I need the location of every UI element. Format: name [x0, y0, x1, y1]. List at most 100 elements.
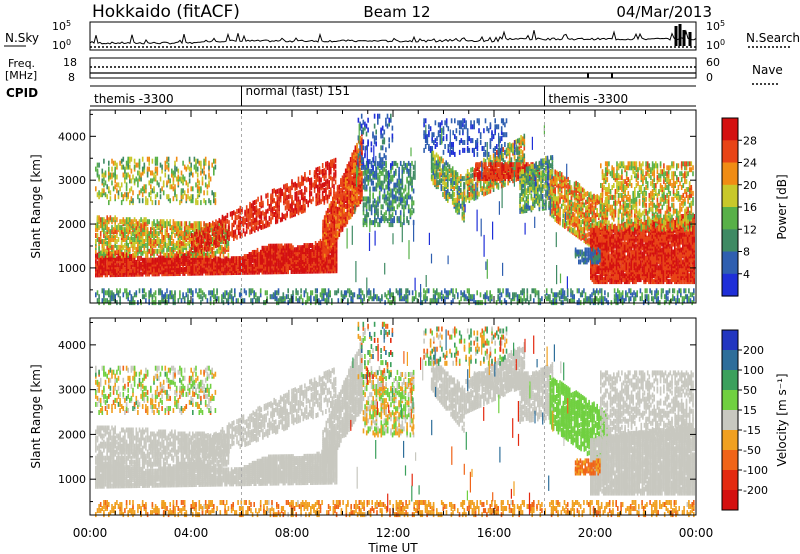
echo-cell [174, 253, 176, 259]
echo-cell [260, 195, 263, 201]
echo-cell [140, 255, 142, 261]
echo-cell [268, 243, 270, 249]
echo-cell [383, 160, 386, 166]
echo-cell [412, 164, 415, 170]
echo-cell [364, 196, 366, 202]
echo-cell [489, 154, 492, 160]
echo-cell [323, 215, 326, 221]
echo-cell [386, 196, 389, 202]
echo-cell [396, 162, 399, 168]
echo-cell [258, 202, 261, 207]
echo-cell [395, 210, 397, 216]
echo-cell [374, 186, 376, 192]
echo-cell [137, 221, 139, 227]
echo-cell [194, 245, 196, 251]
echo-cell [404, 194, 407, 200]
echo-cell [206, 190, 209, 196]
echo-cell [315, 193, 317, 199]
echo-cell [443, 172, 446, 178]
echo-cell [245, 259, 247, 265]
echo-cell [411, 196, 413, 202]
echo-cell [330, 201, 332, 207]
echo-cell [120, 272, 123, 277]
echo-cell [195, 182, 197, 188]
echo-cell [141, 250, 144, 256]
echo-cell [162, 190, 165, 196]
echo-cell [360, 129, 363, 135]
echo-cell [95, 166, 97, 172]
echo-cell [200, 248, 203, 254]
echo-cell [276, 194, 279, 200]
echo-cell [381, 125, 384, 131]
echo-cell [300, 245, 302, 251]
echo-cell [399, 210, 402, 216]
echo-cell [364, 202, 366, 208]
echo-cell [116, 174, 118, 180]
echo-cell [129, 164, 131, 170]
echo-cell [122, 172, 125, 178]
echo-cell [201, 252, 204, 258]
echo-cell [461, 211, 464, 217]
echo-cell [447, 168, 449, 174]
echo-cell [274, 247, 276, 253]
echo-cell [109, 196, 112, 202]
echo-cell [341, 175, 344, 181]
echo-cell [138, 190, 141, 196]
echo-cell [404, 184, 407, 190]
echo-cell [216, 220, 219, 226]
echo-cell [399, 186, 402, 192]
echo-cell [218, 218, 221, 224]
echo-cell [143, 269, 146, 275]
echo-cell [370, 178, 373, 184]
echo-cell [140, 223, 142, 229]
echo-cell [213, 158, 215, 164]
echo-cell [245, 254, 247, 259]
echo-cell [138, 170, 141, 176]
echo-cell [99, 231, 102, 237]
echo-cell [440, 178, 443, 184]
echo-cell [140, 172, 142, 178]
echo-cell [183, 164, 186, 170]
echo-cell [169, 219, 171, 225]
echo-cell [502, 153, 505, 158]
echo-cell [311, 243, 314, 248]
echo-cell [375, 182, 378, 188]
echo-cell [137, 178, 139, 184]
echo-cell [445, 182, 447, 188]
echo-cell [187, 225, 189, 231]
echo-cell [140, 217, 142, 223]
echo-cell [520, 148, 522, 154]
echo-cell [380, 216, 383, 222]
echo-cell [120, 219, 123, 225]
noise-series [89, 24, 697, 48]
echo-cell [111, 166, 113, 172]
echo-cell [143, 217, 146, 223]
noise-tick-right-bottom: 100 [706, 38, 725, 52]
echo-cell [172, 186, 175, 192]
echo-cell [213, 239, 216, 245]
echo-cell [362, 196, 365, 202]
echo-cell [171, 184, 173, 190]
echo-cell [158, 231, 160, 237]
echo-cell [148, 166, 150, 172]
echo-cell [175, 176, 178, 182]
echo-cell [162, 263, 165, 269]
echo-cell [108, 235, 110, 240]
echo-cell [253, 249, 255, 255]
echo-cell [346, 164, 349, 169]
echo-cell [309, 178, 311, 183]
echo-cell [203, 241, 206, 247]
echo-cell [169, 198, 171, 204]
echo-cell [104, 262, 107, 268]
echo-cell [179, 261, 181, 267]
echo-cell [193, 221, 196, 227]
echo-cell [161, 255, 163, 261]
echo-cell [180, 176, 183, 182]
echo-cell [278, 188, 280, 194]
echo-cell [129, 237, 131, 242]
echo-cell [129, 217, 131, 223]
echo-cell [117, 262, 120, 268]
echo-cell [159, 255, 162, 261]
echo-cell [391, 133, 394, 139]
